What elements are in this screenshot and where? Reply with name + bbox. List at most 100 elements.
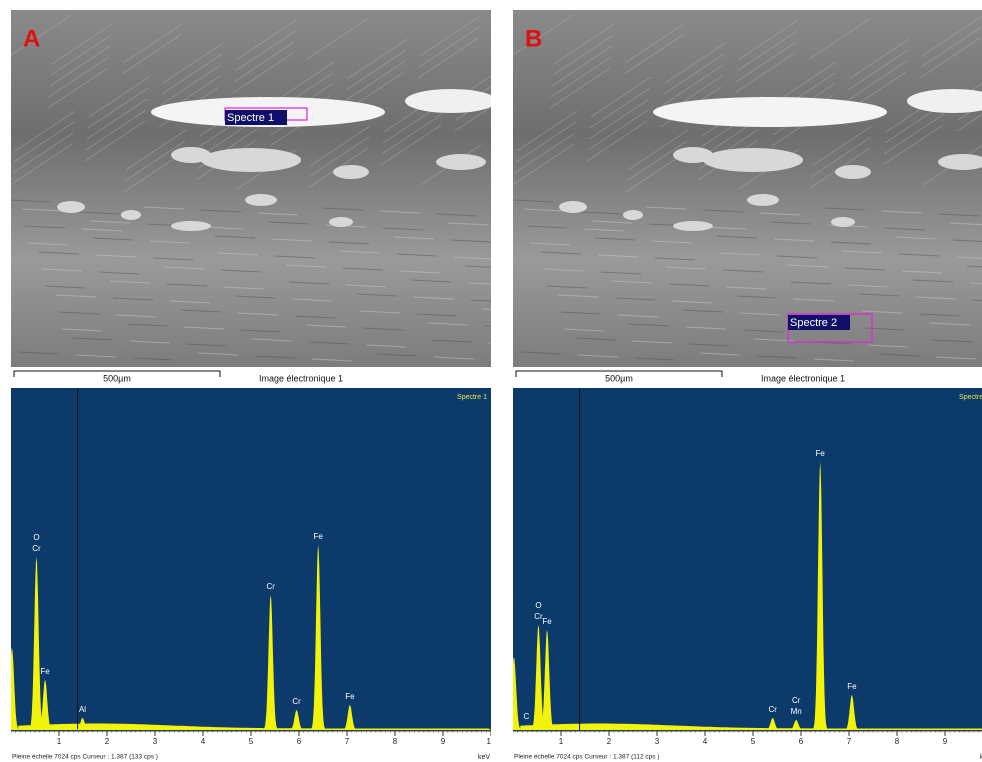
sem-texture: [21, 208, 63, 212]
sem-texture: [464, 265, 491, 268]
sem-streak: [920, 26, 982, 68]
peak: [341, 705, 359, 730]
sem-streak: [551, 45, 613, 87]
sem-texture: [520, 351, 562, 355]
sem-texture: [271, 238, 313, 242]
peak: [529, 625, 548, 730]
sem-texture: [362, 327, 404, 331]
panel-letter: B: [525, 25, 542, 52]
sem-texture: [597, 254, 639, 258]
footer-text: Pleine échelle 7024 cps Curseur : 1.387 …: [12, 754, 158, 761]
sem-texture: [359, 310, 401, 314]
sem-texture: [240, 329, 282, 333]
sem-texture: [671, 300, 713, 304]
sem-texture: [631, 340, 673, 344]
sem-texture: [447, 222, 489, 226]
spectrum-title: Spectre 1: [457, 394, 487, 401]
sem-streak: [344, 60, 406, 102]
sem-texture: [237, 312, 279, 316]
sem-particle: [653, 97, 887, 127]
sem-texture: [841, 250, 883, 254]
sem-texture: [546, 285, 588, 289]
sem-texture: [682, 309, 724, 313]
sem-streak: [233, 41, 295, 83]
sem-texture: [881, 210, 923, 214]
x-tick-label: 1: [57, 737, 62, 746]
sem-texture: [591, 220, 633, 224]
sem-texture: [645, 206, 687, 210]
sem-streak: [85, 109, 147, 151]
sem-streak: [86, 98, 148, 140]
sem-texture: [867, 344, 909, 348]
sem-streak: [345, 49, 407, 91]
sem-texture: [901, 270, 943, 274]
sem-texture: [725, 286, 767, 290]
sem-texture: [617, 314, 659, 318]
sem-texture: [294, 315, 336, 319]
sem-streak: [160, 64, 222, 106]
sem-streak: [590, 76, 652, 118]
sem-texture: [685, 326, 727, 330]
sem-texture: [89, 220, 131, 224]
sem-texture: [433, 356, 475, 360]
sem-texture: [345, 284, 387, 288]
sem-texture: [186, 343, 228, 347]
sem-streak: [624, 22, 686, 64]
x-tick-label: 8: [895, 737, 900, 746]
peak: [538, 630, 556, 730]
sem-texture: [813, 358, 855, 362]
x-axis-label: keV: [478, 754, 490, 761]
sem-texture: [668, 283, 710, 287]
sem-streak: [122, 22, 184, 64]
sem-streak: [662, 64, 724, 106]
sem-texture: [393, 236, 435, 240]
roi-label: Spectre 1: [227, 112, 274, 124]
continuum: [18, 723, 491, 730]
peak: [262, 595, 280, 730]
sem-streak: [586, 120, 648, 162]
sem-texture: [529, 242, 571, 246]
sem-streak: [418, 26, 480, 68]
sem-texture: [467, 282, 491, 285]
sem-texture: [716, 235, 758, 239]
x-tick-label: 2: [607, 737, 612, 746]
sem-texture: [78, 211, 120, 215]
sem-streak: [513, 143, 575, 185]
sem-texture: [24, 225, 66, 229]
peak: [11, 648, 21, 730]
peak-label: Cr: [266, 582, 275, 591]
scale-bar: [13, 370, 221, 377]
sem-texture: [288, 281, 330, 285]
peak: [843, 695, 861, 730]
sem-texture: [220, 269, 262, 273]
sem-texture: [481, 308, 491, 310]
sem-streak: [550, 56, 612, 98]
sem-texture: [399, 270, 441, 274]
sem-texture: [614, 297, 656, 301]
sem-texture: [217, 252, 259, 256]
sem-particle: [171, 221, 211, 231]
sem-texture: [844, 267, 886, 271]
sem-texture: [824, 207, 866, 211]
peak: [513, 657, 523, 730]
spectrum-area: [11, 388, 491, 740]
scale-row: [513, 367, 982, 387]
sem-particle: [329, 217, 353, 227]
sem-texture: [180, 309, 222, 313]
sem-texture: [416, 313, 458, 317]
sem-streak: [308, 136, 370, 178]
peak-label: Fe: [816, 449, 826, 458]
sem-texture: [972, 299, 982, 301]
peak-label: Cr: [792, 696, 801, 705]
sem-streak: [234, 30, 296, 72]
sem-texture: [955, 256, 982, 259]
peak-label: Fe: [314, 532, 324, 541]
sem-streak: [775, 61, 837, 103]
peak-label: O: [33, 533, 39, 542]
sem-streak: [808, 18, 870, 60]
sem-texture: [699, 352, 741, 356]
peak-label: Cr: [768, 705, 777, 714]
sem-particle: [938, 154, 982, 170]
sem-particle: [673, 147, 713, 163]
sem-texture: [342, 267, 384, 271]
